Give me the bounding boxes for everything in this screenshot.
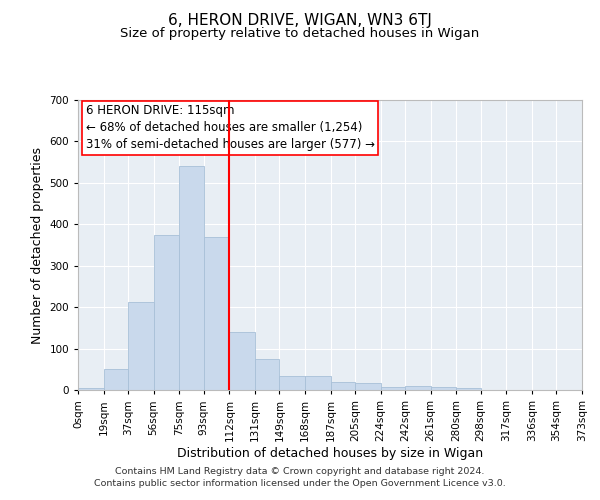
Bar (431, 387, 457, 390)
Bar (380, 386, 405, 390)
Bar (331, 382, 355, 390)
Bar (128, 302, 154, 390)
Bar (305, 376, 331, 390)
Bar (203, 236, 229, 390)
Bar (179, 166, 203, 390)
Bar (405, 386, 431, 390)
X-axis label: Distribution of detached houses by size in Wigan: Distribution of detached houses by size … (177, 446, 483, 460)
Bar (355, 383, 380, 390)
Bar (255, 359, 280, 390)
Bar (104, 370, 128, 390)
Bar (78, 388, 104, 390)
Text: Size of property relative to detached houses in Wigan: Size of property relative to detached ho… (121, 28, 479, 40)
Bar (229, 332, 255, 390)
Text: 6 HERON DRIVE: 115sqm
← 68% of detached houses are smaller (1,254)
31% of semi-d: 6 HERON DRIVE: 115sqm ← 68% of detached … (86, 104, 374, 152)
Bar (457, 388, 481, 390)
Text: Contains HM Land Registry data © Crown copyright and database right 2024.
Contai: Contains HM Land Registry data © Crown c… (94, 466, 506, 487)
Bar (280, 376, 305, 390)
Bar (154, 234, 179, 390)
Y-axis label: Number of detached properties: Number of detached properties (31, 146, 44, 344)
Text: 6, HERON DRIVE, WIGAN, WN3 6TJ: 6, HERON DRIVE, WIGAN, WN3 6TJ (168, 12, 432, 28)
